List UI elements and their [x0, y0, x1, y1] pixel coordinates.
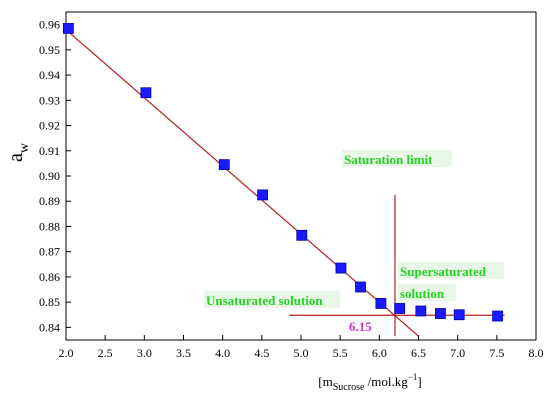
y-tick-label: 0.87: [39, 245, 60, 259]
data-point: [218, 159, 230, 171]
data-point: [257, 189, 269, 201]
supersaturated-label-line2: solution: [400, 286, 445, 301]
x-axis-title: [mSucrose /mol.kg−1]: [318, 372, 421, 393]
data-point: [335, 262, 347, 274]
x-tick-label: 3.5: [176, 346, 191, 360]
x-tick-label: 8.0: [529, 346, 544, 360]
data-point: [375, 298, 387, 309]
y-tick-label: 0.91: [39, 144, 60, 158]
data-point: [453, 309, 465, 321]
plot-frame: [65, 11, 537, 341]
x-tick-label: 6.5: [411, 346, 426, 360]
unsaturated-label: Unsaturated solution: [206, 293, 323, 308]
x-ticks: 2.0 2.5 3.0 3.5 4.0 4.5 5.0 5.5 6.0 6.5 7.0 7.5 8.0: [59, 335, 544, 360]
x-tick-label: 2.5: [98, 346, 113, 360]
unsaturated-bg: [204, 291, 340, 308]
data-point: [355, 281, 366, 293]
x-tick-label: 7.0: [450, 346, 465, 360]
y-tick-label: 0.90: [39, 169, 60, 183]
saturation-value-label: 6.15: [349, 319, 372, 334]
saturation-limit-bg: [342, 150, 452, 167]
y-axis-title: aw: [5, 142, 32, 162]
x-tick-label: 5.0: [294, 346, 309, 360]
x-tick-label: 6.0: [372, 346, 387, 360]
supersaturated-label-line1: Supersaturated: [400, 264, 487, 279]
data-points: [62, 22, 504, 322]
x-tick-label: 5.5: [333, 346, 348, 360]
y-ticks: 0.84 0.85 0.86 0.87 0.88 0.89 0.90 0.91 0.92 0.93…: [39, 18, 71, 334]
y-tick-label: 0.96: [39, 18, 60, 32]
y-tick-label: 0.88: [39, 219, 60, 233]
y-tick-label: 0.85: [39, 295, 60, 309]
y-tick-label: 0.89: [39, 194, 60, 208]
data-point: [296, 229, 308, 241]
data-point: [415, 305, 427, 317]
y-tick-label: 0.84: [39, 320, 60, 334]
saturation-limit-label: Saturation limit: [344, 152, 433, 167]
axes: [65, 11, 537, 341]
y-tick-label: 0.92: [39, 119, 60, 133]
y-tick-label: 0.93: [39, 93, 60, 107]
x-tick-label: 4.0: [215, 346, 230, 360]
x-tick-label: 7.5: [489, 346, 504, 360]
y-tick-label: 0.95: [39, 43, 60, 57]
x-tick-label: 4.5: [254, 346, 269, 360]
y-tick-label: 0.94: [39, 68, 60, 82]
supersaturated-bg-1: [398, 262, 504, 279]
supersaturated-bg-2: [398, 284, 456, 301]
y-tick-label: 0.86: [39, 270, 60, 284]
x-tick-label: 3.0: [137, 346, 152, 360]
data-point: [394, 303, 406, 314]
data-point: [492, 310, 504, 322]
data-point: [62, 22, 74, 34]
x-tick-label: 2.0: [59, 346, 74, 360]
data-point: [140, 87, 152, 99]
data-point: [435, 308, 446, 319]
